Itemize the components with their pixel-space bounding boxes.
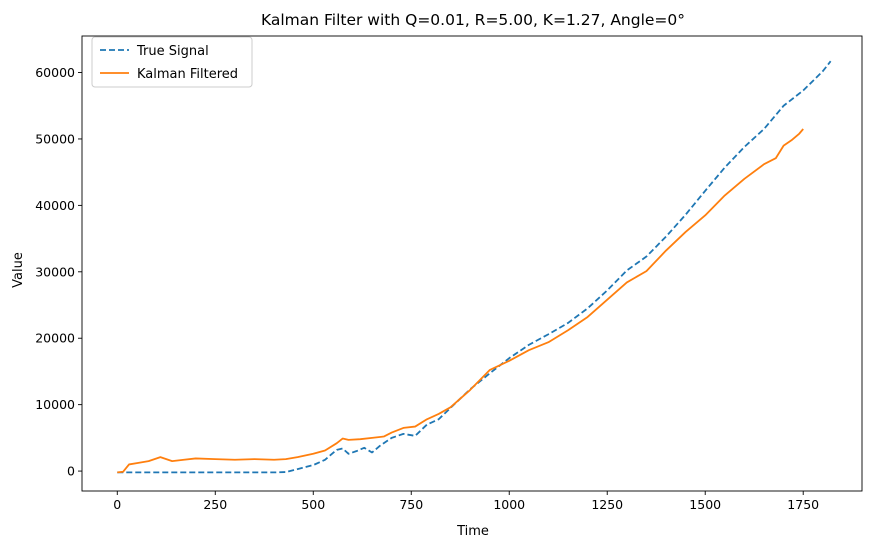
y-axis: 0 10000 20000 30000 40000 50000 60000 [35, 65, 82, 479]
legend: True Signal Kalman Filtered [91, 36, 253, 88]
x-tick-label: 1500 [689, 497, 721, 512]
y-tick-label: 40000 [35, 198, 75, 213]
legend-label-kalman-filtered: Kalman Filtered [137, 67, 238, 82]
y-tick-label: 50000 [35, 131, 75, 146]
chart-title: Kalman Filter with Q=0.01, R=5.00, K=1.2… [261, 11, 685, 29]
x-tick-label: 250 [203, 497, 227, 512]
plot-lines [117, 60, 832, 474]
x-tick-label: 1750 [787, 497, 819, 512]
y-tick-label: 60000 [35, 65, 75, 80]
series-line-kalman-filtered [117, 128, 804, 474]
plot-frame [81, 35, 863, 492]
series-line-true-signal [117, 60, 832, 474]
x-axis-label: Time [456, 524, 489, 539]
y-tick-label: 10000 [35, 397, 75, 412]
y-tick-label: 30000 [35, 264, 75, 279]
y-tick-label: 0 [67, 464, 75, 479]
x-tick-label: 0 [113, 497, 121, 512]
x-tick-label: 500 [301, 497, 325, 512]
x-tick-label: 1250 [591, 497, 623, 512]
x-tick-label: 750 [399, 497, 423, 512]
legend-box [91, 36, 253, 88]
y-axis-label: Value [11, 252, 26, 288]
x-axis: 0 250 500 750 1000 1250 1500 1750 [113, 491, 819, 512]
y-tick-label: 20000 [35, 331, 75, 346]
x-tick-label: 1000 [493, 497, 525, 512]
legend-label-true-signal: True Signal [136, 44, 209, 59]
